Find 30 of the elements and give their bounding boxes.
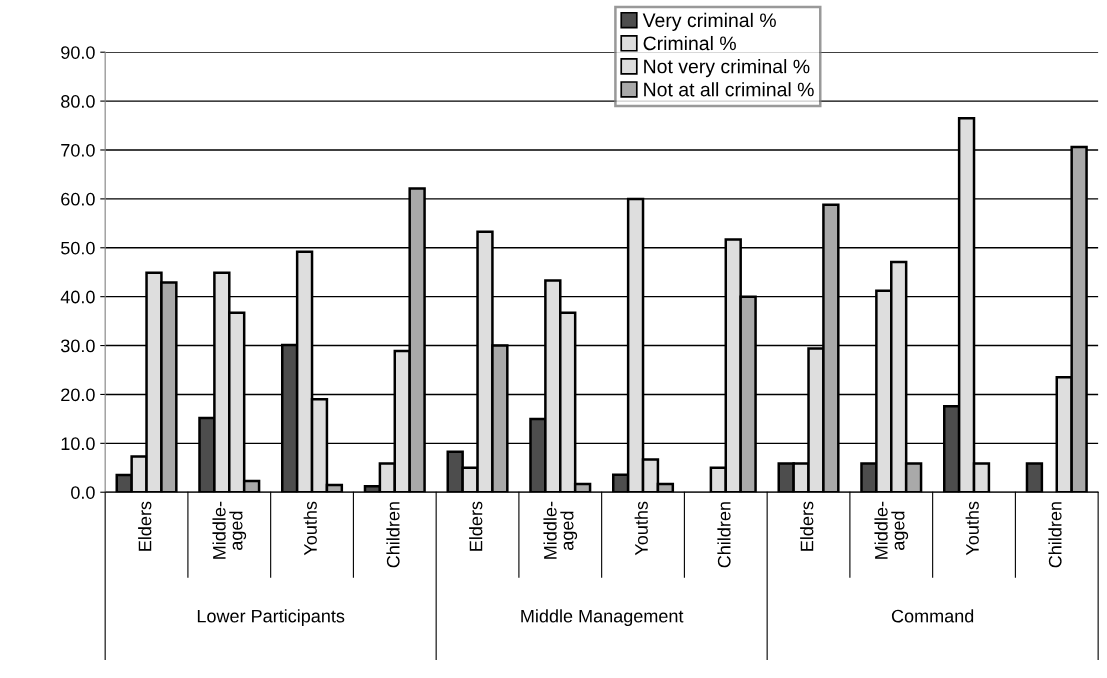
text: Command <box>891 609 974 623</box>
y-tick-label: 50.0 <box>61 241 95 255</box>
x-tick-label: Elders <box>138 501 152 551</box>
y-tick-label: 60.0 <box>61 192 95 206</box>
x-tick-label: Middle-aged <box>212 501 247 559</box>
y-tick-label: 0.0 <box>71 486 95 499</box>
y-tick-label: 10.0 <box>61 437 95 451</box>
x-tick-label: Middle-aged <box>874 501 909 559</box>
legend-label: Criminal % <box>643 35 736 51</box>
x-tick-label: Children <box>1048 502 1062 568</box>
legend-label: Not very criminal % <box>644 59 810 78</box>
text: Middle Management <box>521 609 684 627</box>
y-tick-label: 20.0 <box>61 388 95 402</box>
legend-label: Not at all criminal % <box>644 82 814 97</box>
y-tick-label: 90.0 <box>61 46 95 59</box>
bar <box>1025 462 1044 493</box>
x-tick-label: Youths <box>634 501 648 556</box>
y-tick-label: 40.0 <box>60 290 95 304</box>
legend-label: Very criminal % <box>642 12 776 31</box>
x-tick-label: Children <box>386 502 400 568</box>
y-tick-label: 70.0 <box>61 143 95 157</box>
y-tick-label: 30.0 <box>60 339 95 353</box>
x-tick-label: Children <box>717 502 731 568</box>
x-tick-label: Youths <box>303 501 317 556</box>
text: Lower Participants <box>197 609 345 627</box>
x-tick-label: Elders <box>800 501 814 551</box>
x-tick-label: Youths <box>965 501 979 556</box>
x-tick-label: Elders <box>469 501 483 551</box>
x-tick-label: Middle-aged <box>543 501 578 559</box>
y-tick-label: 80.0 <box>61 95 95 108</box>
